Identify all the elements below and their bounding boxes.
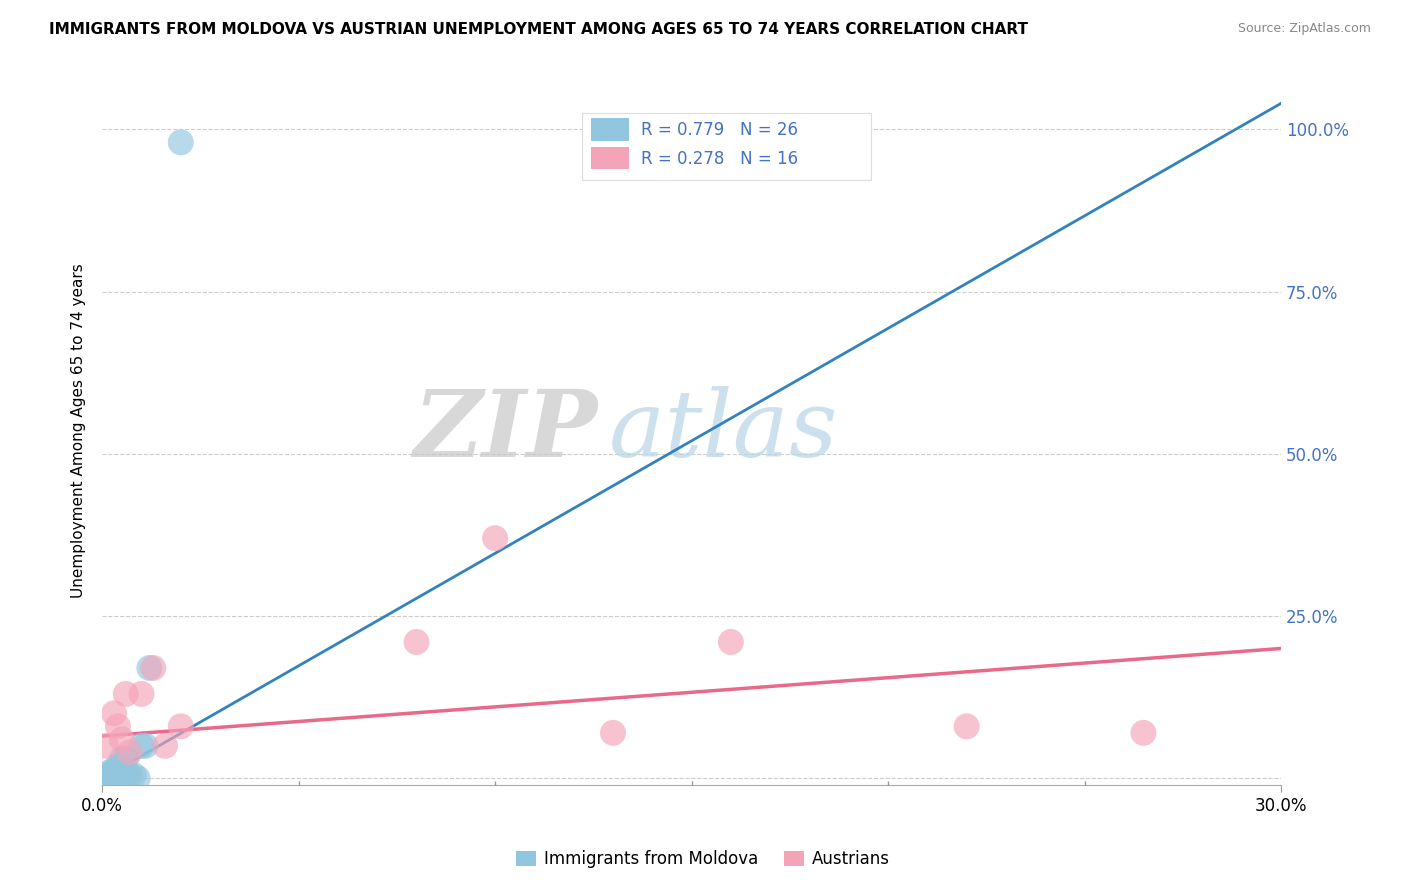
Point [956,719,979,733]
Point [107,764,129,779]
Point [111,764,134,779]
Point [142,661,165,675]
Point [114,687,136,701]
Point [111,768,134,782]
Legend: Immigrants from Moldova, Austrians: Immigrants from Moldova, Austrians [509,844,897,875]
Point [111,758,134,772]
Point [107,758,129,772]
Point [94,771,117,785]
Point [94,768,117,782]
Point [484,531,506,545]
Point [103,771,125,785]
Point [122,768,145,782]
Point [103,768,125,782]
Point [103,706,125,721]
Text: ZIP: ZIP [413,386,598,476]
Point [1132,726,1154,740]
Text: Source: ZipAtlas.com: Source: ZipAtlas.com [1237,22,1371,36]
Point [111,732,134,747]
Point [170,719,193,733]
Point [98,771,121,785]
Text: R = 0.779   N = 26: R = 0.779 N = 26 [641,121,797,139]
Point [127,771,149,785]
Point [103,771,125,785]
Point [134,739,156,753]
Point [602,726,624,740]
Point [114,768,136,782]
FancyBboxPatch shape [592,147,628,169]
Text: R = 0.278   N = 16: R = 0.278 N = 16 [641,150,799,168]
Text: IMMIGRANTS FROM MOLDOVA VS AUSTRIAN UNEMPLOYMENT AMONG AGES 65 TO 74 YEARS CORRE: IMMIGRANTS FROM MOLDOVA VS AUSTRIAN UNEM… [49,22,1028,37]
Point [94,739,117,753]
Point [153,739,176,753]
Point [111,771,134,785]
Point [98,764,121,779]
Point [111,752,134,766]
Point [107,719,129,733]
Point [107,771,129,785]
FancyBboxPatch shape [582,112,870,180]
Point [118,745,141,759]
Point [131,739,153,753]
FancyBboxPatch shape [592,119,628,141]
Point [98,768,121,782]
Y-axis label: Unemployment Among Ages 65 to 74 years: Unemployment Among Ages 65 to 74 years [72,264,86,599]
Point [118,768,141,782]
Point [405,635,427,649]
Point [170,136,193,150]
Text: atlas: atlas [609,386,838,476]
Point [103,764,125,779]
Point [114,752,136,766]
Point [138,661,160,675]
Point [131,687,153,701]
Point [720,635,742,649]
